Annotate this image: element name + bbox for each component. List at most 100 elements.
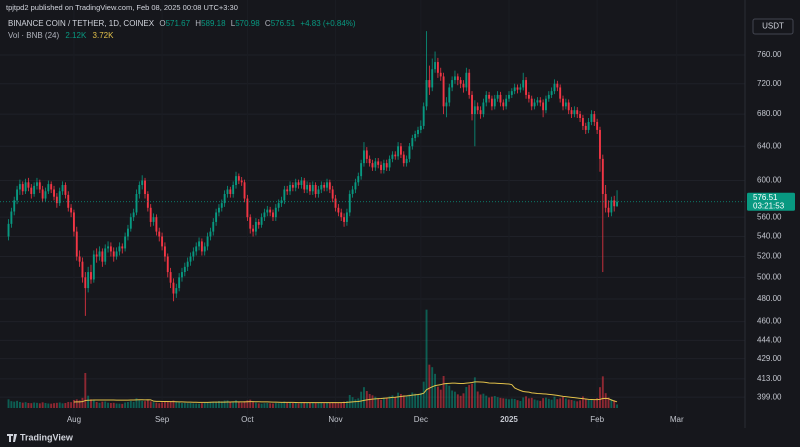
volume-bar	[306, 402, 309, 408]
candle-body	[439, 72, 442, 77]
volume-bar	[550, 399, 553, 408]
volume-bar	[581, 396, 584, 408]
candle-body	[343, 217, 346, 222]
volume-bar	[252, 401, 255, 408]
volume-bar	[283, 401, 286, 408]
candle-body	[67, 194, 70, 208]
volume-bar	[419, 392, 422, 408]
candle-body	[468, 72, 471, 95]
volume-bar	[414, 393, 417, 408]
candle-body	[502, 102, 505, 107]
volume-bar	[286, 402, 289, 408]
volume-bar	[70, 402, 73, 408]
volume-bar	[220, 401, 223, 408]
volume-bar	[326, 402, 328, 408]
volume-bar	[81, 397, 84, 408]
candle-body	[87, 272, 90, 289]
candle-body	[181, 272, 183, 278]
candle-body	[564, 102, 567, 107]
volume-bar	[158, 403, 161, 408]
candle-body	[414, 133, 417, 139]
volume-bar	[50, 403, 53, 408]
x-tick-label: Feb	[590, 415, 604, 424]
candle-body	[289, 184, 291, 192]
volume-bar	[442, 376, 445, 408]
candle-body	[522, 80, 525, 88]
volume-bar	[132, 401, 135, 408]
volume-bar	[200, 403, 203, 408]
price-label: 576.51	[753, 193, 778, 202]
volume-bar	[610, 399, 613, 408]
candle-body	[587, 121, 590, 130]
volume-bar	[431, 367, 434, 408]
volume-bar	[340, 402, 343, 408]
volume-bar	[107, 402, 110, 408]
y-tick-label: 399.00	[757, 392, 782, 401]
candle-body	[243, 182, 246, 199]
volume-bar	[36, 402, 38, 408]
candle-body	[360, 163, 363, 177]
volume-bar	[388, 396, 391, 408]
candle-body	[496, 94, 499, 99]
candle-body	[365, 150, 368, 159]
candle-body	[146, 193, 149, 208]
candle-body	[590, 114, 593, 122]
volume-bar	[601, 376, 604, 408]
volume-bar	[303, 402, 306, 408]
candle-body	[266, 209, 269, 213]
candle-body	[519, 87, 522, 90]
volume-bar	[235, 400, 237, 408]
candle-body	[121, 246, 124, 249]
volume-bar	[115, 403, 118, 408]
candle-body	[579, 114, 582, 119]
volume-bar	[584, 399, 587, 408]
volume-bar	[215, 401, 218, 408]
volume-bar	[175, 402, 178, 408]
candle-body	[112, 251, 115, 257]
volume-bar	[223, 400, 226, 408]
volume-bar	[246, 400, 249, 408]
volume-bar	[135, 398, 138, 408]
volume-bar	[488, 397, 491, 408]
volume-bar	[112, 402, 115, 408]
volume-bar	[314, 403, 317, 408]
volume-bar	[371, 395, 374, 408]
volume-bar	[181, 403, 183, 408]
candle-body	[374, 161, 377, 168]
candle-body	[476, 106, 479, 111]
candle-body	[482, 102, 485, 115]
candle-body	[326, 182, 328, 188]
candle-body	[380, 164, 382, 171]
currency-button[interactable]	[752, 18, 794, 35]
volume-bar	[291, 403, 294, 408]
y-tick-label: 760.00	[757, 50, 782, 59]
candle-body	[90, 272, 92, 280]
volume-bar	[274, 402, 277, 408]
volume-bar	[266, 403, 269, 408]
candle-body	[485, 94, 488, 103]
volume-bar	[607, 397, 610, 408]
volume-bar	[47, 403, 50, 408]
volume-bar	[129, 401, 132, 408]
volume-bar	[55, 402, 58, 408]
volume-bar	[138, 399, 141, 408]
candle-body	[198, 241, 200, 247]
candle-body	[576, 110, 579, 115]
candle-body	[377, 161, 380, 165]
volume-bar	[218, 401, 220, 408]
candle-body	[539, 100, 542, 103]
currency-label[interactable]: USDT	[762, 22, 784, 31]
candle-body	[38, 182, 41, 190]
candle-body	[411, 138, 414, 147]
volume-bar	[243, 401, 246, 408]
candle-body	[98, 251, 101, 257]
price-label-box	[747, 192, 795, 211]
volume-bar	[505, 398, 508, 408]
candle-body	[471, 94, 473, 115]
candle-body	[417, 129, 419, 134]
candle-body	[186, 261, 189, 267]
volume-bar	[479, 394, 482, 408]
candle-body	[607, 207, 610, 213]
candle-body	[55, 196, 58, 204]
candle-body	[183, 266, 186, 273]
